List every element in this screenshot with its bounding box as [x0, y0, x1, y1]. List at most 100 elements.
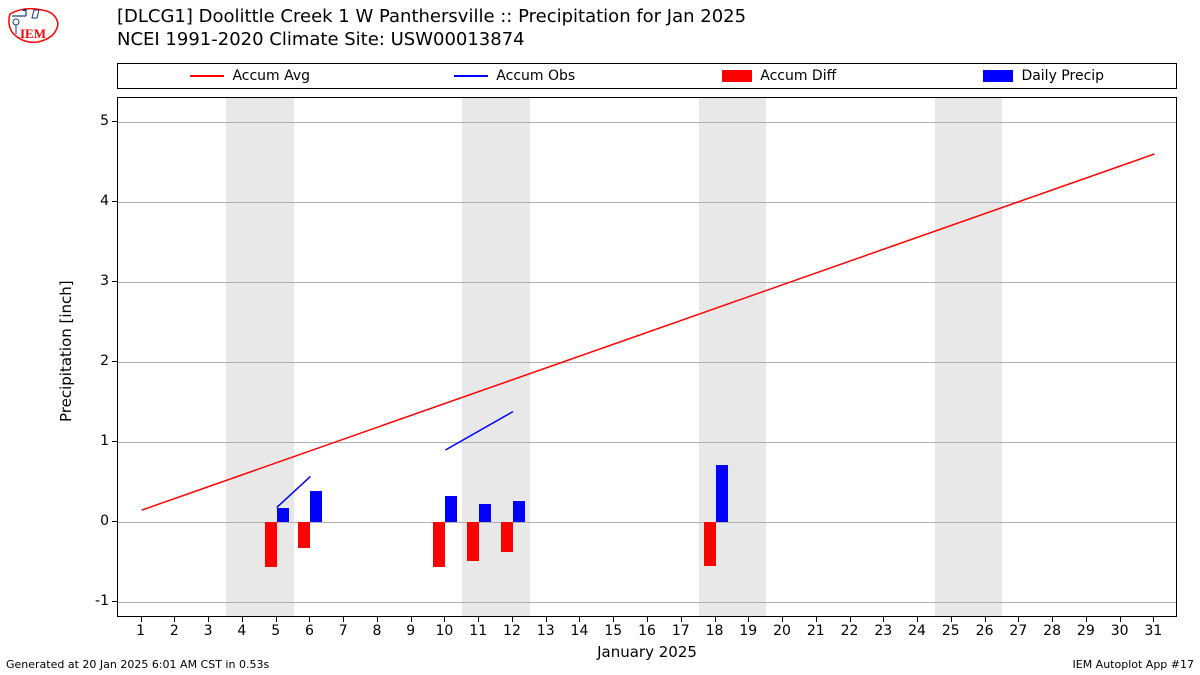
x-tick-label: 5 [271, 623, 280, 639]
x-tick-label: 8 [372, 623, 381, 639]
y-tick-mark [112, 601, 117, 602]
x-tick-mark [681, 617, 682, 622]
y-tick-label: 3 [69, 273, 109, 289]
legend-item: Daily Precip [912, 68, 1177, 84]
x-tick-label: 30 [1111, 623, 1129, 639]
legend-bar-swatch [722, 70, 752, 82]
x-tick-label: 22 [841, 623, 859, 639]
x-tick-label: 11 [469, 623, 487, 639]
x-tick-mark [546, 617, 547, 622]
y-tick-label: 1 [69, 433, 109, 449]
legend-label: Accum Diff [760, 68, 836, 84]
x-tick-mark [883, 617, 884, 622]
x-tick-label: 10 [436, 623, 454, 639]
title-line-2: NCEI 1991-2020 Climate Site: USW00013874 [117, 29, 746, 52]
x-tick-mark [377, 617, 378, 622]
x-tick-label: 3 [204, 623, 213, 639]
x-tick-label: 12 [503, 623, 521, 639]
legend-label: Daily Precip [1021, 68, 1104, 84]
plot-area [117, 97, 1177, 617]
y-tick-mark [112, 361, 117, 362]
legend-item: Accum Obs [383, 68, 648, 84]
x-tick-label: 9 [406, 623, 415, 639]
x-tick-label: 16 [638, 623, 656, 639]
y-tick-mark [112, 441, 117, 442]
x-tick-label: 6 [305, 623, 314, 639]
x-tick-label: 31 [1144, 623, 1162, 639]
x-tick-mark [951, 617, 952, 622]
x-tick-label: 18 [706, 623, 724, 639]
x-tick-label: 20 [773, 623, 791, 639]
x-tick-mark [343, 617, 344, 622]
title-line-1: [DLCG1] Doolittle Creek 1 W Panthersvill… [117, 6, 746, 29]
x-tick-mark [816, 617, 817, 622]
x-tick-label: 21 [807, 623, 825, 639]
footer-generated: Generated at 20 Jan 2025 6:01 AM CST in … [6, 658, 269, 671]
x-tick-mark [174, 617, 175, 622]
x-tick-label: 17 [672, 623, 690, 639]
x-tick-label: 15 [604, 623, 622, 639]
legend-bar-swatch [983, 70, 1013, 82]
legend-item: Accum Diff [647, 68, 912, 84]
x-tick-mark [276, 617, 277, 622]
legend-item: Accum Avg [118, 68, 383, 84]
x-tick-label: 4 [237, 623, 246, 639]
x-tick-label: 23 [874, 623, 892, 639]
x-tick-mark [1086, 617, 1087, 622]
x-tick-mark [748, 617, 749, 622]
y-tick-label: 2 [69, 353, 109, 369]
x-tick-mark [512, 617, 513, 622]
x-tick-mark [647, 617, 648, 622]
y-tick-mark [112, 201, 117, 202]
x-tick-mark [1018, 617, 1019, 622]
x-tick-mark [1120, 617, 1121, 622]
x-tick-mark [917, 617, 918, 622]
x-tick-label: 28 [1043, 623, 1061, 639]
x-tick-mark [850, 617, 851, 622]
y-tick-label: 5 [69, 113, 109, 129]
legend-label: Accum Obs [496, 68, 575, 84]
x-tick-label: 24 [908, 623, 926, 639]
plot-container: Accum Avg Accum Obs Accum Diff Daily Precip [117, 63, 1177, 649]
x-tick-label: 29 [1077, 623, 1095, 639]
chart-title: [DLCG1] Doolittle Creek 1 W Panthersvill… [117, 6, 746, 51]
x-tick-label: 7 [339, 623, 348, 639]
x-tick-mark [309, 617, 310, 622]
iem-logo: IEM [4, 4, 62, 50]
y-tick-label: 0 [69, 513, 109, 529]
legend-label: Accum Avg [232, 68, 310, 84]
x-tick-label: 14 [571, 623, 589, 639]
x-tick-mark [985, 617, 986, 622]
legend-line-swatch [190, 75, 224, 77]
y-tick-label: 4 [69, 193, 109, 209]
x-tick-mark [613, 617, 614, 622]
logo-text: IEM [20, 26, 46, 41]
y-axis-label: Precipitation [inch] [57, 280, 75, 422]
x-tick-label: 1 [136, 623, 145, 639]
x-tick-mark [782, 617, 783, 622]
x-tick-mark [1153, 617, 1154, 622]
x-tick-mark [141, 617, 142, 622]
x-tick-label: 13 [537, 623, 555, 639]
accum-obs-line [445, 412, 513, 450]
y-tick-mark [112, 121, 117, 122]
x-tick-mark [242, 617, 243, 622]
x-tick-label: 25 [942, 623, 960, 639]
y-tick-label: -1 [69, 593, 109, 609]
x-tick-label: 26 [976, 623, 994, 639]
footer-app: IEM Autoplot App #17 [1073, 658, 1195, 671]
x-tick-mark [208, 617, 209, 622]
x-axis-label: January 2025 [597, 643, 697, 661]
x-tick-mark [444, 617, 445, 622]
y-tick-mark [112, 281, 117, 282]
legend-line-swatch [454, 75, 488, 77]
x-tick-label: 19 [739, 623, 757, 639]
line-layer [118, 98, 1176, 616]
legend: Accum Avg Accum Obs Accum Diff Daily Precip [117, 63, 1177, 89]
x-tick-label: 2 [170, 623, 179, 639]
y-tick-mark [112, 521, 117, 522]
x-tick-mark [411, 617, 412, 622]
accum-avg-line [142, 154, 1155, 510]
x-tick-mark [579, 617, 580, 622]
x-tick-label: 27 [1009, 623, 1027, 639]
